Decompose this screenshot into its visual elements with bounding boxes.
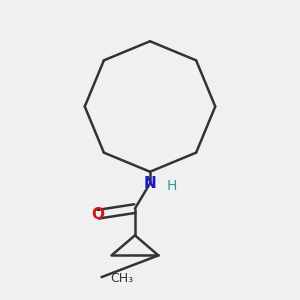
- Text: H: H: [167, 179, 177, 193]
- Text: N: N: [144, 176, 156, 191]
- Text: O: O: [92, 207, 105, 222]
- Text: CH₃: CH₃: [110, 272, 133, 285]
